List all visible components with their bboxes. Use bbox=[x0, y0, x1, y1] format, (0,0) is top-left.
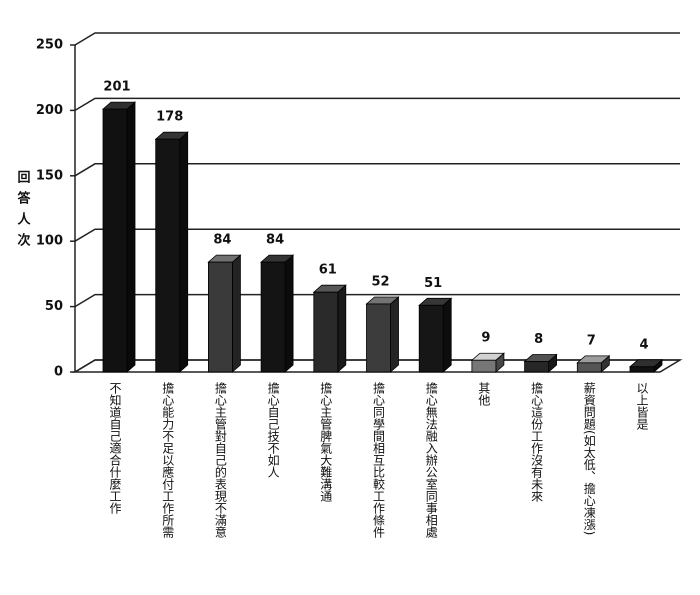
bar-front bbox=[629, 366, 655, 373]
bar bbox=[207, 254, 242, 373]
x-tick-label: 其他 bbox=[477, 382, 491, 406]
bar-front bbox=[576, 362, 602, 373]
bar bbox=[101, 101, 137, 373]
bar-front bbox=[155, 138, 181, 373]
bar bbox=[154, 131, 189, 373]
value-label: 52 bbox=[371, 274, 389, 289]
value-label: 201 bbox=[103, 80, 130, 95]
y-axis-title: 回答人次 bbox=[15, 170, 31, 254]
grid-line bbox=[74, 163, 680, 177]
value-label: 51 bbox=[424, 276, 442, 291]
bar-front bbox=[524, 361, 549, 373]
bar-front bbox=[366, 303, 391, 373]
x-tick-label: 擔心無法融入辦公室同事相處 bbox=[424, 382, 438, 538]
x-tick-label: 擔心這份工作沒有未來 bbox=[530, 382, 544, 502]
bar-side bbox=[284, 254, 294, 373]
bar bbox=[312, 284, 347, 373]
y-tick-label: 0 bbox=[54, 365, 63, 380]
value-label: 9 bbox=[481, 331, 490, 346]
x-tick-label: 擔心同學間相互比較工作條件 bbox=[372, 382, 386, 538]
x-tick-label: 薪資問題(如太低、擔心凍漲) bbox=[582, 382, 596, 536]
bar-front bbox=[207, 261, 233, 373]
value-label: 84 bbox=[213, 233, 231, 248]
grid-line bbox=[74, 97, 680, 112]
value-label: 7 bbox=[587, 333, 596, 348]
x-tick-label: 不知道自己適合什麼工作 bbox=[108, 382, 122, 514]
x-tick-label: 擔心主管對自己的表現不滿意 bbox=[213, 382, 227, 538]
bar-front bbox=[418, 304, 444, 373]
x-tick-label: 擔心自己技不如人 bbox=[266, 382, 280, 478]
y-tick-label: 150 bbox=[36, 168, 63, 183]
y-tick-label: 50 bbox=[45, 299, 63, 314]
grid-line bbox=[74, 228, 680, 242]
grid-line bbox=[74, 293, 680, 308]
bar bbox=[365, 296, 400, 373]
y-tick-label: 100 bbox=[36, 234, 63, 249]
y-tick-label: 200 bbox=[36, 103, 63, 118]
bar-front bbox=[260, 261, 286, 373]
bar bbox=[470, 352, 505, 373]
bar-front bbox=[102, 108, 128, 373]
grid-line bbox=[74, 32, 680, 46]
x-tick-label: 擔心主管脾氣大難溝通 bbox=[319, 382, 333, 502]
bar-front bbox=[313, 291, 339, 373]
y-tick-label: 250 bbox=[36, 38, 63, 53]
value-label: 61 bbox=[319, 263, 337, 278]
bar-side bbox=[179, 131, 189, 373]
bar-side bbox=[126, 101, 136, 373]
bar-side bbox=[231, 254, 241, 373]
bar bbox=[628, 358, 664, 373]
value-label: 178 bbox=[156, 110, 183, 125]
x-tick-label: 以上皆是 bbox=[635, 382, 649, 431]
x-tick-label: 擔心能力不足以應付工作所需 bbox=[161, 382, 175, 538]
value-label: 84 bbox=[266, 233, 284, 248]
value-label: 8 bbox=[534, 332, 543, 347]
bar bbox=[576, 354, 611, 373]
bar bbox=[260, 254, 295, 373]
value-label: 4 bbox=[639, 337, 648, 352]
bar-side bbox=[337, 284, 347, 373]
bar-side bbox=[390, 296, 399, 373]
bar-side bbox=[442, 297, 452, 373]
bar-front bbox=[471, 359, 497, 373]
bar bbox=[523, 353, 558, 373]
bar bbox=[418, 297, 453, 373]
